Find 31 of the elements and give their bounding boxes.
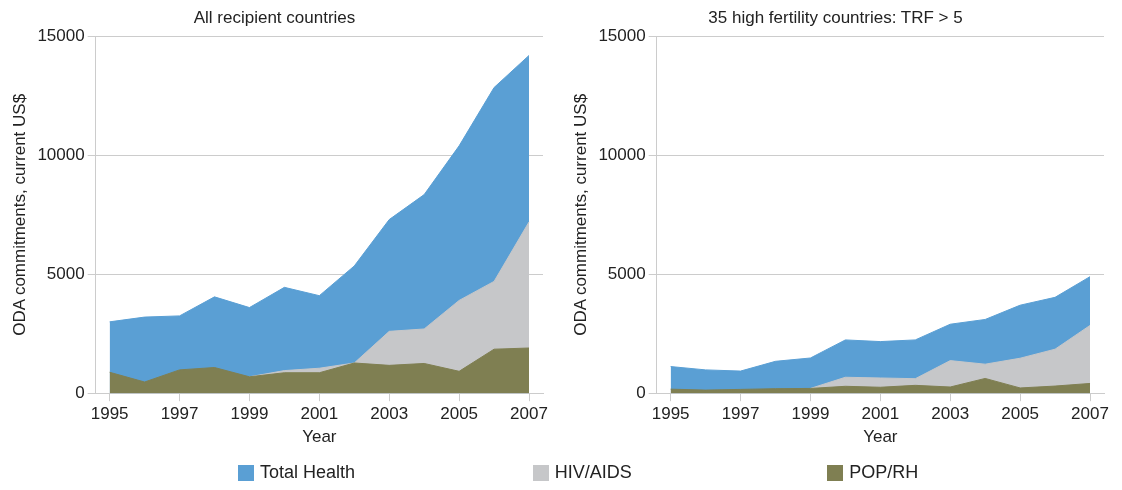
x-axis-title: Year xyxy=(863,427,898,447)
y-tick-label: 10000 xyxy=(598,145,646,165)
x-tick-label: 1997 xyxy=(721,404,760,424)
x-tick-label: 1995 xyxy=(651,404,690,424)
x-tick-label: 1999 xyxy=(791,404,830,424)
chart-title: 35 high fertility countries: TRF > 5 xyxy=(708,7,963,27)
y-tick-label: 15000 xyxy=(37,26,85,46)
chart-title: All recipient countries xyxy=(193,7,356,27)
y-tick-label: 5000 xyxy=(607,263,646,283)
y-tick-label: 15000 xyxy=(598,26,646,46)
x-tick-label: 1999 xyxy=(230,404,269,424)
y-tick-label: 0 xyxy=(75,382,85,402)
legend-label: HIV/AIDS xyxy=(554,462,632,483)
x-tick-label: 2005 xyxy=(1001,404,1040,424)
x-tick-label: 1995 xyxy=(90,404,129,424)
x-tick-label: 2003 xyxy=(370,404,409,424)
x-tick-label: 2001 xyxy=(300,404,339,424)
y-axis-title: ODA commitments, current US$ xyxy=(570,93,590,336)
x-axis-title: Year xyxy=(302,427,337,447)
x-tick-label: 2007 xyxy=(1071,404,1109,424)
legend-label: POP/RH xyxy=(849,462,919,483)
legend-label: Total Health xyxy=(260,462,356,483)
x-tick-label: 1997 xyxy=(160,404,199,424)
y-axis-title: ODA commitments, current US$ xyxy=(9,93,29,336)
x-tick-label: 2005 xyxy=(440,404,479,424)
x-tick-label: 2001 xyxy=(861,404,900,424)
x-tick-label: 2003 xyxy=(931,404,970,424)
y-tick-label: 5000 xyxy=(46,263,85,283)
x-tick-label: 2007 xyxy=(510,404,548,424)
y-tick-label: 10000 xyxy=(37,145,85,165)
y-tick-label: 0 xyxy=(636,382,646,402)
